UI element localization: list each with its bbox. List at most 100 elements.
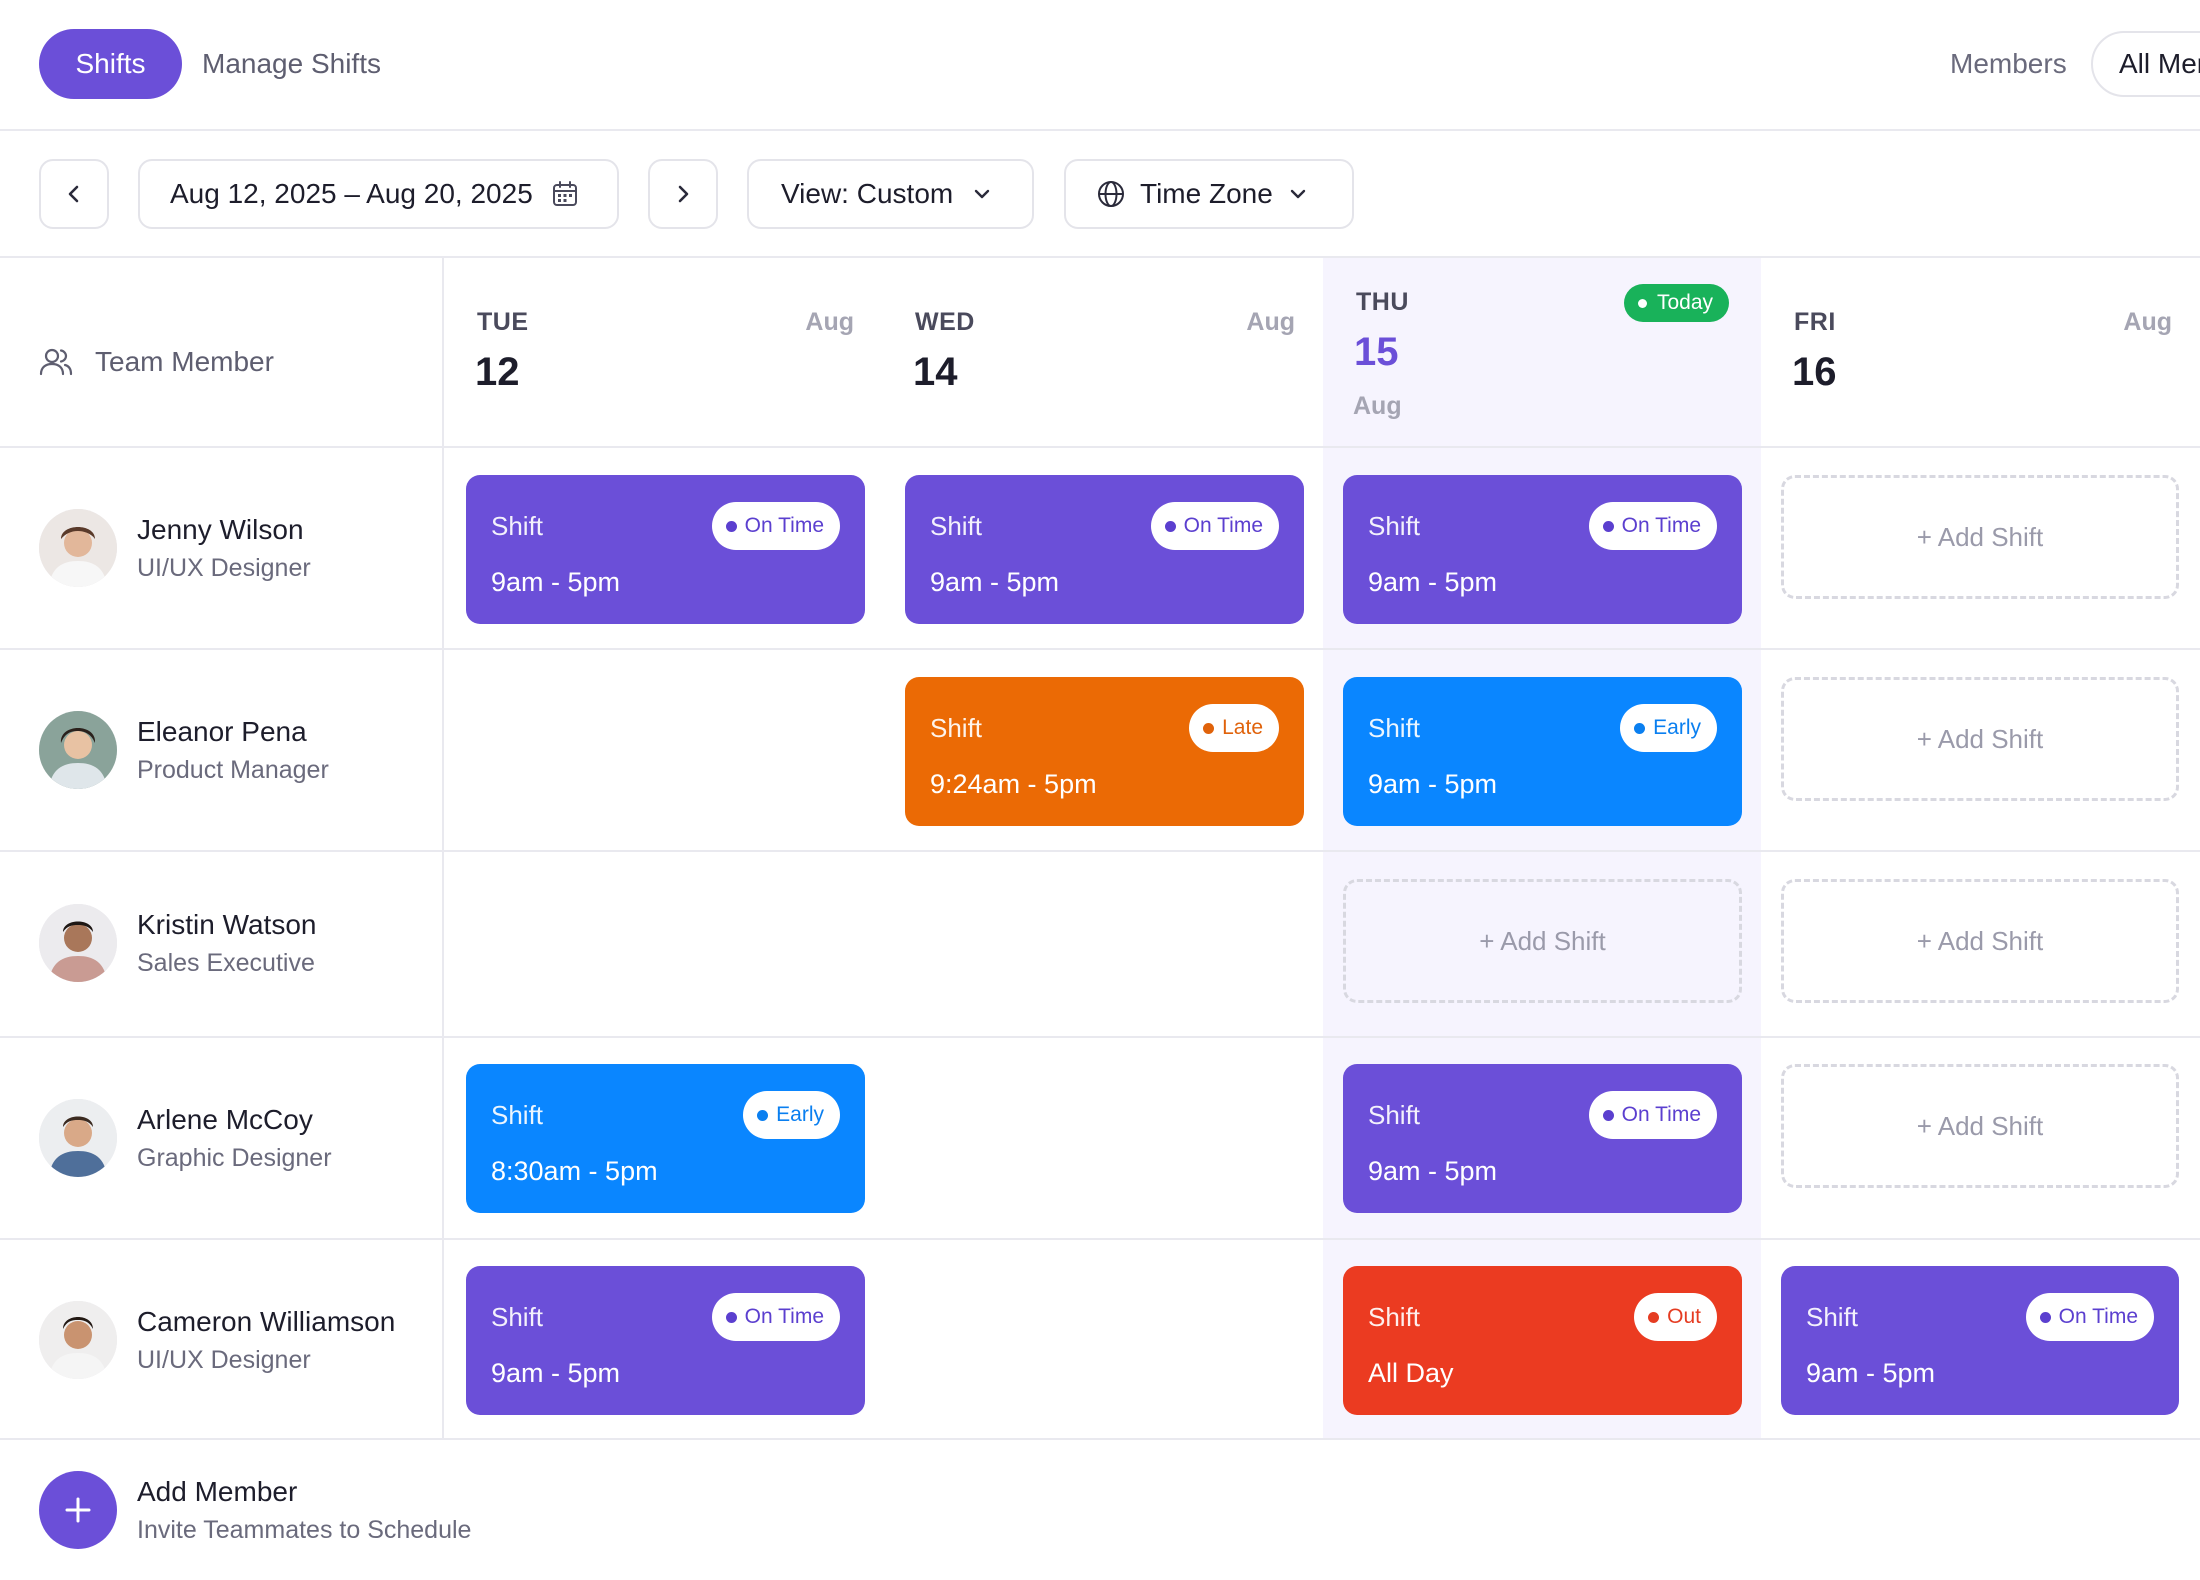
- shift-card[interactable]: Shift 8:30am - 5pm Early: [466, 1064, 865, 1213]
- status-badge: Late: [1189, 704, 1279, 752]
- shift-title: Shift: [1368, 1302, 1421, 1332]
- member-row-jenny-wilson[interactable]: Jenny Wilson UI/UX Designer: [39, 508, 311, 588]
- status-badge: Early: [743, 1091, 840, 1139]
- member-row-arlene-mccoy[interactable]: Arlene McCoy Graphic Designer: [39, 1098, 332, 1178]
- status-label: Early: [776, 1103, 824, 1126]
- status-dot: [1203, 722, 1215, 734]
- member-info: Kristin Watson Sales Executive: [137, 909, 316, 978]
- globe-icon: [1098, 181, 1124, 207]
- users-icon: [39, 348, 73, 376]
- shift-time: 8:30am - 5pm: [491, 1156, 658, 1186]
- add-member-button[interactable]: [39, 1471, 117, 1549]
- shift-time: 9am - 5pm: [1368, 769, 1498, 799]
- status-label: On Time: [1621, 514, 1701, 537]
- day-of-week: THU: [1356, 288, 1409, 316]
- add-shift-button[interactable]: + Add Shift: [1781, 475, 2179, 599]
- shift-title: Shift: [491, 1302, 544, 1332]
- member-column-divider: [442, 258, 444, 1440]
- today-badge: Today: [1624, 284, 1730, 322]
- member-name: Kristin Watson: [137, 908, 317, 940]
- shift-card[interactable]: Shift All Day Out: [1343, 1266, 1742, 1415]
- tab-shifts[interactable]: Shifts: [39, 29, 182, 99]
- shift-title: Shift: [1368, 511, 1421, 541]
- day-header-wed: WED 14 Aug: [882, 258, 1323, 448]
- status-dot: [1164, 520, 1176, 532]
- status-dot: [725, 1311, 737, 1323]
- day-of-week: FRI: [1794, 308, 1836, 336]
- add-shift-button[interactable]: + Add Shift: [1343, 879, 1742, 1003]
- add-member-row[interactable]: Add Member Invite Teammates to Schedule: [39, 1470, 471, 1550]
- add-shift-button[interactable]: + Add Shift: [1781, 677, 2179, 801]
- next-week-button[interactable]: [648, 159, 718, 229]
- plus-icon: [65, 1497, 91, 1523]
- today-badge-label: Today: [1657, 291, 1714, 314]
- member-role: Graphic Designer: [137, 1143, 332, 1172]
- member-role: Sales Executive: [137, 948, 315, 977]
- status-dot: [1602, 520, 1614, 532]
- schedule-grid: Team Member TUE 12 Aug WED 14 Aug THU 15…: [0, 258, 2200, 1440]
- shift-time: All Day: [1368, 1358, 1454, 1388]
- shift-card[interactable]: Shift 9am - 5pm On Time: [1781, 1266, 2179, 1415]
- add-shift-button[interactable]: + Add Shift: [1781, 1064, 2179, 1188]
- shift-title: Shift: [491, 1100, 544, 1130]
- view-select-label: View: Custom: [781, 178, 954, 209]
- day-month: Aug: [1246, 308, 1295, 336]
- shift-time: 9am - 5pm: [1806, 1358, 1936, 1388]
- prev-week-button[interactable]: [39, 159, 109, 229]
- chevron-right-icon: [678, 185, 689, 203]
- member-name: Arlene McCoy: [137, 1103, 313, 1135]
- view-select[interactable]: View: Custom: [747, 159, 1034, 229]
- row-divider: [0, 1036, 2200, 1038]
- chevron-down-icon: [1290, 189, 1305, 199]
- date-range-picker[interactable]: Aug 12, 2025 – Aug 20, 2025: [138, 159, 619, 229]
- day-header-fri: FRI 16 Aug: [1761, 258, 2200, 448]
- member-info: Arlene McCoy Graphic Designer: [137, 1104, 332, 1173]
- status-dot: [1634, 722, 1646, 734]
- members-filter-select[interactable]: All Members: [2091, 31, 2200, 97]
- shift-card[interactable]: Shift 9am - 5pm On Time: [1343, 475, 1742, 624]
- member-row-eleanor-pena[interactable]: Eleanor Pena Product Manager: [39, 710, 329, 790]
- status-badge: On Time: [1588, 502, 1717, 550]
- add-member-title: Add Member: [137, 1475, 298, 1507]
- status-badge: On Time: [711, 1293, 840, 1341]
- add-member-subtitle: Invite Teammates to Schedule: [137, 1515, 472, 1544]
- tab-manage-shifts[interactable]: Manage Shifts: [202, 48, 381, 79]
- member-info: Eleanor Pena Product Manager: [137, 716, 329, 785]
- day-number: 12: [475, 350, 520, 394]
- status-label: On Time: [2058, 1305, 2138, 1328]
- status-dot: [725, 520, 737, 532]
- status-dot: [2039, 1311, 2051, 1323]
- status-dot: [1602, 1109, 1614, 1121]
- shift-title: Shift: [930, 511, 983, 541]
- status-badge: Out: [1634, 1293, 1717, 1341]
- status-badge: On Time: [2025, 1293, 2154, 1341]
- member-row-kristin-watson[interactable]: Kristin Watson Sales Executive: [39, 903, 316, 983]
- day-month: Aug: [805, 308, 854, 336]
- shift-time: 9am - 5pm: [1368, 567, 1498, 597]
- member-role: UI/UX Designer: [137, 553, 311, 582]
- status-badge: On Time: [711, 502, 840, 550]
- avatar: [39, 1099, 117, 1177]
- add-shift-button[interactable]: + Add Shift: [1781, 879, 2179, 1003]
- shift-card[interactable]: Shift 9am - 5pm On Time: [466, 1266, 865, 1415]
- shift-card[interactable]: Shift 9:24am - 5pm Late: [905, 677, 1304, 826]
- shift-card[interactable]: Shift 9am - 5pm On Time: [905, 475, 1304, 624]
- shift-time: 9am - 5pm: [1368, 1156, 1498, 1186]
- member-name: Jenny Wilson: [137, 513, 304, 545]
- status-label: On Time: [1621, 1103, 1701, 1126]
- row-divider: [0, 648, 2200, 650]
- row-divider: [0, 850, 2200, 852]
- member-row-cameron-williamson[interactable]: Cameron Williamson UI/UX Designer: [39, 1300, 395, 1380]
- toolbar: Aug 12, 2025 – Aug 20, 2025 View: Custom…: [0, 131, 2200, 258]
- day-header-thu: THU 15 Aug Today: [1323, 258, 1761, 448]
- status-label: On Time: [1183, 514, 1263, 537]
- shift-card[interactable]: Shift 9am - 5pm Early: [1343, 677, 1742, 826]
- members-filter-label: Members: [1950, 48, 2067, 79]
- row-divider: [0, 1238, 2200, 1240]
- member-info: Cameron Williamson UI/UX Designer: [137, 1306, 395, 1375]
- shift-time: 9:24am - 5pm: [930, 769, 1097, 799]
- shift-card[interactable]: Shift 9am - 5pm On Time: [1343, 1064, 1742, 1213]
- day-number: 14: [913, 350, 958, 394]
- shift-card[interactable]: Shift 9am - 5pm On Time: [466, 475, 865, 624]
- timezone-select[interactable]: Time Zone: [1064, 159, 1354, 229]
